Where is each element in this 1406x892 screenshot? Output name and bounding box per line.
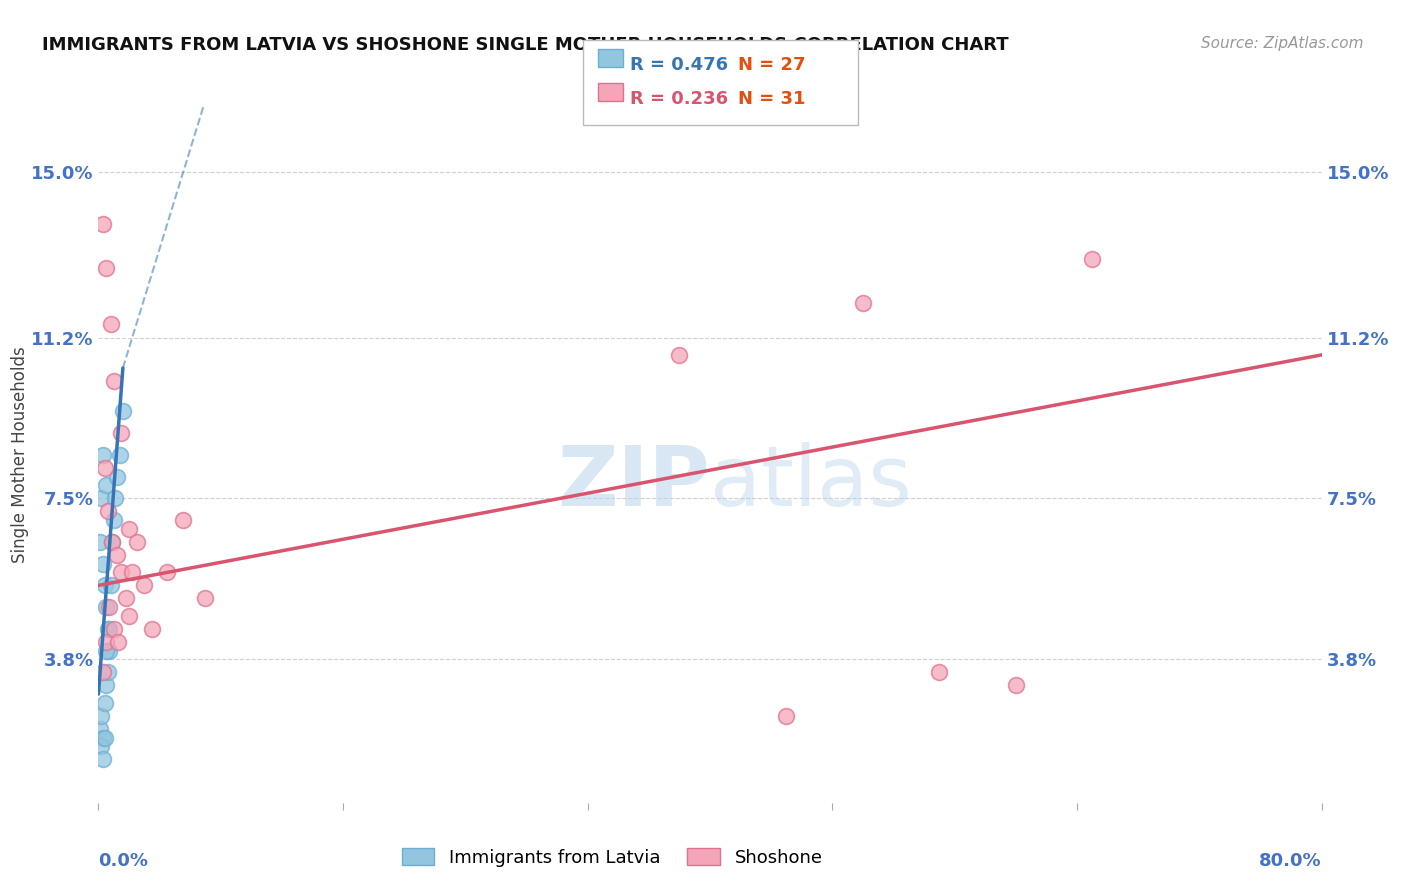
Point — [93, 696, 115, 710]
Point — [110, 566, 132, 580]
Point — [93, 461, 115, 475]
Text: 0.0%: 0.0% — [98, 852, 149, 870]
Point — [108, 448, 131, 462]
Y-axis label: Single Mother Households: Single Mother Households — [11, 347, 30, 563]
Point — [103, 622, 125, 636]
Point — [668, 348, 690, 362]
Point — [90, 708, 112, 723]
Point — [98, 600, 121, 615]
Point — [101, 534, 124, 549]
Point — [90, 491, 112, 506]
Text: R = 0.476: R = 0.476 — [630, 56, 728, 74]
Point — [94, 643, 117, 657]
Point — [93, 578, 115, 592]
Point — [94, 260, 117, 275]
Point — [91, 557, 114, 571]
Text: Source: ZipAtlas.com: Source: ZipAtlas.com — [1201, 36, 1364, 51]
Text: ZIP: ZIP — [558, 442, 710, 524]
Point — [98, 643, 121, 657]
Point — [101, 534, 124, 549]
Point — [93, 731, 115, 745]
Point — [141, 622, 163, 636]
Point — [100, 318, 122, 332]
Point — [97, 622, 120, 636]
Point — [125, 534, 148, 549]
Text: 80.0%: 80.0% — [1258, 852, 1322, 870]
Point — [91, 218, 114, 232]
Point — [91, 448, 114, 462]
Point — [104, 491, 127, 506]
Point — [94, 678, 117, 692]
Point — [89, 534, 111, 549]
Point — [156, 566, 179, 580]
Point — [1004, 678, 1026, 692]
Text: IMMIGRANTS FROM LATVIA VS SHOSHONE SINGLE MOTHER HOUSEHOLDS CORRELATION CHART: IMMIGRANTS FROM LATVIA VS SHOSHONE SINGL… — [42, 36, 1010, 54]
Point — [91, 752, 114, 766]
Point — [97, 665, 120, 680]
Point — [90, 739, 112, 754]
Point — [103, 513, 125, 527]
Point — [105, 469, 128, 483]
Point — [91, 731, 114, 745]
Text: N = 27: N = 27 — [738, 56, 806, 74]
Text: atlas: atlas — [710, 442, 911, 524]
Point — [115, 591, 138, 606]
Point — [134, 578, 156, 592]
Point — [94, 478, 117, 492]
Point — [98, 622, 121, 636]
Text: R = 0.236: R = 0.236 — [630, 90, 728, 108]
Legend: Immigrants from Latvia, Shoshone: Immigrants from Latvia, Shoshone — [395, 840, 830, 874]
Point — [100, 578, 122, 592]
Point — [118, 608, 141, 623]
Point — [97, 504, 120, 518]
Point — [94, 600, 117, 615]
Point — [91, 665, 114, 680]
Text: N = 31: N = 31 — [738, 90, 806, 108]
Point — [94, 635, 117, 649]
Point — [928, 665, 950, 680]
Point — [107, 635, 129, 649]
Point — [118, 522, 141, 536]
Point — [775, 708, 797, 723]
Point — [194, 591, 217, 606]
Point — [121, 566, 143, 580]
Point — [852, 295, 875, 310]
Point — [111, 404, 134, 418]
Point — [1081, 252, 1104, 267]
Point — [105, 548, 128, 562]
Point — [172, 513, 194, 527]
Point — [89, 722, 111, 736]
Point — [110, 426, 132, 441]
Point — [103, 374, 125, 388]
